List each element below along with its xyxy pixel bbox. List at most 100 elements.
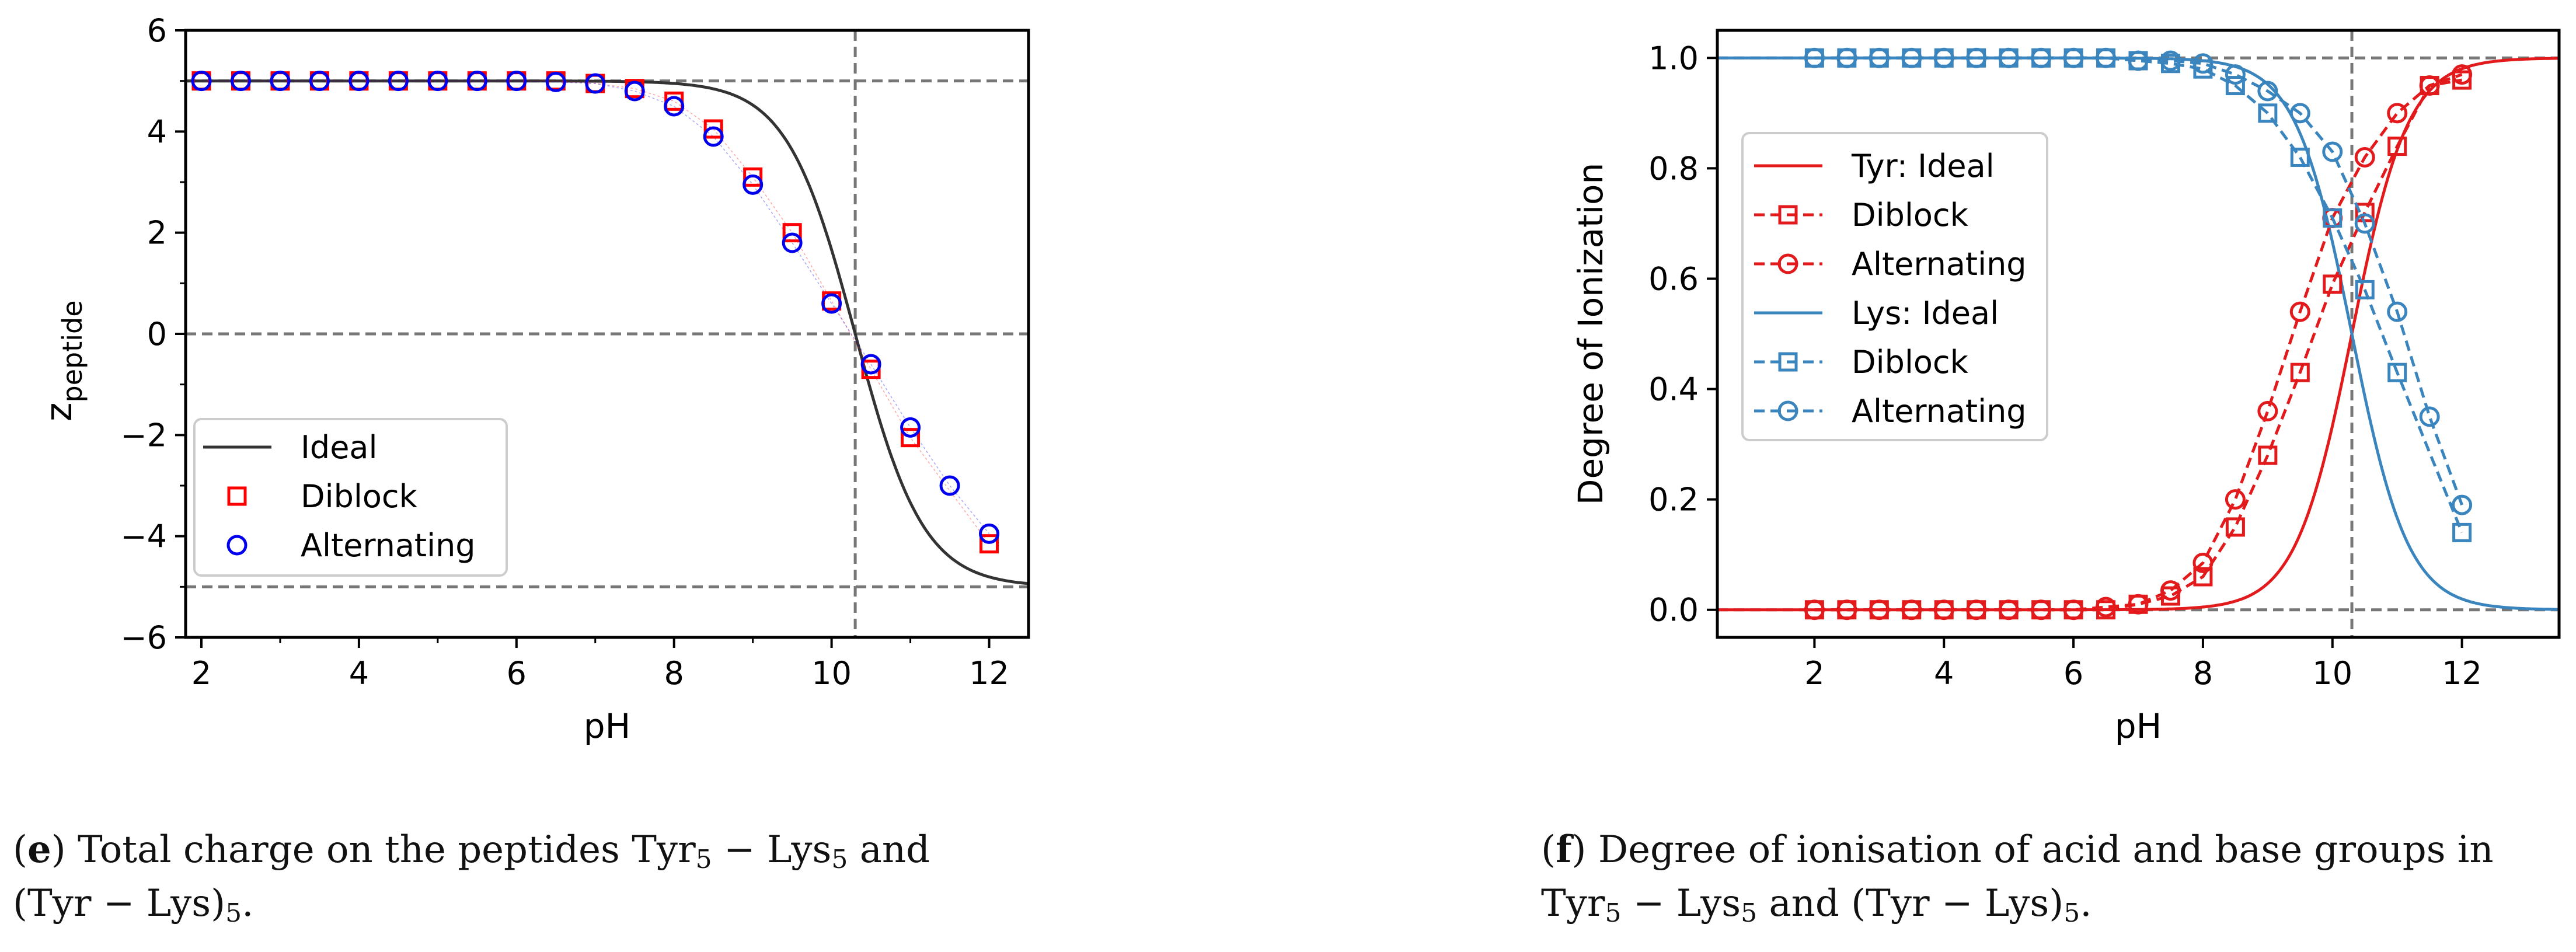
data-point: [2258, 445, 2278, 465]
y-tick-label: 6: [147, 12, 167, 49]
y-tick-label: −6: [120, 619, 167, 656]
data-point: [2225, 64, 2246, 85]
data-point: [782, 223, 802, 243]
legend-label: Lys: Ideal: [1852, 295, 1999, 332]
data-point: [2031, 599, 2052, 620]
x-tick-label: 6: [2063, 655, 2083, 692]
data-point: [2387, 301, 2408, 322]
data-point: [2225, 76, 2245, 96]
x-tick-label: 12: [969, 655, 1009, 692]
data-point: [743, 167, 763, 187]
data-point: [2160, 50, 2181, 71]
chart-panel-f: 2 4 6 8 10 12 0.0 0.2 0.4 0.6 0.8 1.0 pH Degree of Io…: [1571, 29, 2561, 746]
data-point: [979, 523, 1000, 544]
y-tick-label: 1.0: [1648, 40, 1699, 76]
data-point: [388, 71, 409, 92]
legend-label: Tyr: Ideal: [1851, 148, 1995, 184]
x-tick-label: 10: [811, 655, 852, 692]
data-point: [2323, 274, 2343, 294]
data-point: [1933, 47, 1954, 68]
x-tick-label: 4: [349, 655, 369, 692]
data-point: [2160, 580, 2181, 601]
y-tick-label: 0.0: [1648, 592, 1699, 629]
plot-area-f: [1717, 30, 2559, 637]
y-axis-label-main: z: [37, 402, 80, 421]
legend-swatch-marker: [1777, 253, 1798, 274]
data-point: [2096, 597, 2117, 618]
legend-label: Alternating: [1852, 246, 2027, 283]
y-tick-label: 0.6: [1648, 260, 1699, 297]
data-point: [2031, 47, 2052, 68]
x-tick-label: 8: [2193, 655, 2213, 692]
x-tick-label: 12: [2442, 655, 2482, 692]
series-thin-line: [201, 80, 990, 534]
data-point: [2452, 494, 2473, 515]
x-tick-label: 2: [1804, 655, 1824, 692]
caption-e: (e) Total charge on the peptides Tyr5 − …: [13, 828, 930, 928]
plot-area-e: [186, 30, 1029, 637]
x-tick-label: 6: [507, 655, 527, 692]
data-point: [2354, 147, 2375, 168]
legend-swatch: [227, 486, 247, 506]
data-point: [2322, 141, 2343, 162]
data-point: [2063, 599, 2084, 620]
x-tick-label: 10: [2312, 655, 2352, 692]
x-axis-label: pH: [2115, 706, 2162, 746]
data-point: [2452, 522, 2472, 542]
legend-swatch-marker: [1777, 400, 1798, 421]
data-point: [743, 174, 764, 195]
data-point: [2128, 50, 2149, 71]
ideal-curve: [186, 79, 1029, 585]
data-point: [427, 71, 448, 92]
data-point: [2257, 400, 2278, 421]
series-thin-line: [201, 80, 990, 545]
series-line: [1814, 56, 2463, 505]
data-point: [1804, 47, 1825, 68]
data-point: [664, 96, 685, 117]
data-point: [2258, 103, 2278, 123]
legend-label: Diblock: [1852, 344, 1969, 381]
data-point: [1933, 599, 1954, 620]
data-point: [1869, 599, 1890, 620]
data-point: [585, 73, 606, 94]
data-point: [2387, 362, 2407, 382]
data-point: [2096, 47, 2117, 68]
plot-frame: [1716, 29, 2561, 639]
data-point: [1836, 599, 1857, 620]
data-point: [2290, 362, 2310, 382]
y-tick-label: 0.2: [1648, 482, 1699, 518]
y-tick-label: −2: [120, 417, 167, 454]
data-point: [2419, 406, 2440, 427]
series-line: [1814, 73, 2463, 612]
data-point: [191, 71, 212, 92]
data-point: [2289, 301, 2310, 322]
data-point: [703, 119, 723, 139]
x-tick-label: 4: [1934, 655, 1954, 692]
y-tick-label: 0: [147, 316, 167, 353]
data-point: [860, 354, 881, 375]
y-tick-label: 2: [147, 215, 167, 252]
data-point: [2257, 81, 2278, 102]
legend-swatch-marker: [1778, 205, 1798, 225]
data-point: [1998, 599, 2019, 620]
legend-label: Alternating: [301, 527, 476, 564]
data-point: [1836, 47, 1857, 68]
y-tick-label: 0.8: [1648, 150, 1699, 187]
data-point: [2355, 280, 2375, 299]
data-point: [1804, 599, 1825, 620]
data-point: [1901, 47, 1922, 68]
data-point: [2063, 47, 2084, 68]
data-point: [2323, 208, 2343, 228]
x-tick-label: 2: [191, 655, 211, 692]
legend-label: Diblock: [1852, 197, 1969, 233]
data-point: [230, 71, 251, 92]
data-point: [309, 71, 330, 92]
data-point: [2419, 75, 2440, 96]
legend-swatch-marker: [1778, 352, 1798, 372]
data-point: [2452, 64, 2473, 85]
legend-label: Ideal: [301, 429, 378, 466]
x-tick-label: 8: [664, 655, 684, 692]
data-point: [1966, 47, 1987, 68]
data-point: [979, 534, 999, 554]
data-point: [2290, 147, 2310, 167]
